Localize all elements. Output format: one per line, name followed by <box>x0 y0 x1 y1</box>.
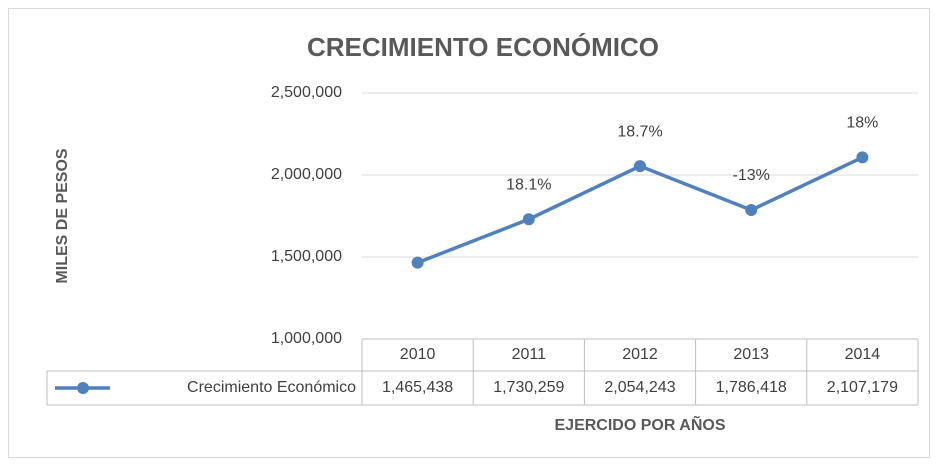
legend-marker <box>77 382 89 394</box>
table-value: 1,465,438 <box>382 379 453 396</box>
data-label: 18% <box>846 115 878 132</box>
chart-border <box>8 8 930 458</box>
data-point <box>856 151 869 164</box>
table-value: 2,054,243 <box>604 379 675 396</box>
x-tick-label: 2012 <box>622 346 658 363</box>
y-axis-label: MILES DE PESOS <box>54 148 71 283</box>
x-tick-label: 2013 <box>733 346 769 363</box>
y-tick-label: 1,500,000 <box>271 248 342 265</box>
x-axis-label: EJERCIDO POR AÑOS <box>555 414 726 434</box>
data-label: 18.1% <box>506 176 551 193</box>
data-point <box>522 213 535 226</box>
data-point <box>411 256 424 269</box>
x-tick-label: 2010 <box>400 346 436 363</box>
table-value: 1,730,259 <box>493 379 564 396</box>
y-tick-label: 1,000,000 <box>271 330 342 347</box>
data-point <box>634 160 646 173</box>
y-tick-label: 2,000,000 <box>271 166 342 183</box>
x-tick-label: 2011 <box>512 346 547 363</box>
table-value: 2,107,179 <box>827 379 898 396</box>
chart-title: CRECIMIENTO ECONÓMICO <box>307 32 659 62</box>
data-label: -13% <box>733 167 770 184</box>
data-label: 18.7% <box>617 123 662 140</box>
table-value: 1,786,418 <box>716 379 787 396</box>
legend-label: Crecimiento Económico <box>187 379 356 396</box>
x-tick-label: 2014 <box>845 346 881 363</box>
y-tick-label: 2,500,000 <box>271 84 342 101</box>
data-point <box>745 204 758 217</box>
